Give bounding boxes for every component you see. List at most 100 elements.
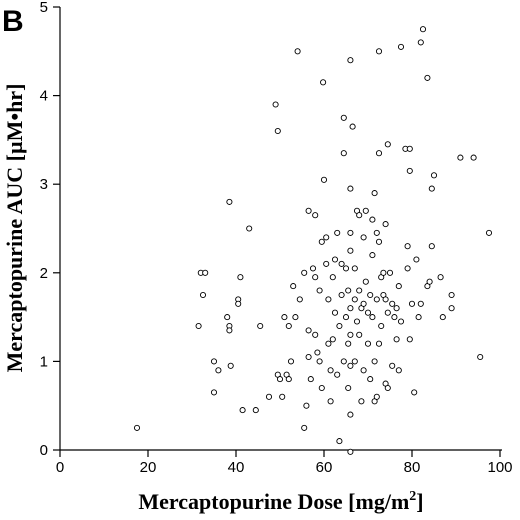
x-axis-title: Mercaptopurine Dose [mg/m2] (138, 489, 423, 514)
data-point (448, 305, 455, 312)
data-point (305, 353, 312, 361)
data-point (210, 389, 218, 396)
x-tick-label: 60 (316, 459, 333, 476)
x-tick-label: 40 (228, 459, 245, 476)
data-point (329, 336, 336, 343)
data-point (342, 314, 350, 321)
data-point (382, 296, 389, 303)
data-point (369, 216, 376, 223)
data-point (362, 278, 369, 285)
data-point (382, 221, 389, 228)
data-point (347, 362, 354, 369)
data-point (395, 367, 402, 374)
data-point (470, 154, 477, 161)
data-point (281, 314, 288, 321)
data-point (347, 305, 354, 312)
data-point (287, 358, 295, 365)
data-point (334, 229, 341, 236)
data-point (384, 384, 391, 392)
data-point (314, 349, 321, 356)
data-point (345, 287, 352, 294)
data-point (393, 336, 400, 343)
data-point (227, 362, 234, 369)
data-point (424, 74, 431, 81)
data-point (485, 229, 493, 236)
data-point (331, 256, 339, 263)
data-point (430, 172, 438, 179)
data-point (404, 265, 411, 272)
data-point (356, 287, 363, 294)
data-point (375, 150, 383, 157)
data-point (224, 314, 231, 321)
data-point (477, 353, 484, 361)
y-tick-label: 1 (40, 353, 48, 370)
data-point (195, 322, 202, 330)
data-point (448, 291, 455, 299)
data-point (349, 123, 356, 130)
data-point (301, 424, 308, 431)
x-tick-label: 80 (404, 459, 421, 476)
data-point (265, 393, 273, 400)
y-axis-ticks: 0 1 2 3 4 5 (40, 0, 60, 459)
data-point (413, 256, 420, 263)
x-axis-title-end: ] (416, 489, 423, 514)
data-point (384, 141, 391, 148)
data-point (307, 376, 314, 383)
data-point (439, 314, 446, 321)
y-tick-label: 2 (40, 265, 48, 282)
data-point (345, 384, 352, 392)
data-point (272, 101, 279, 108)
data-point (360, 300, 367, 307)
data-point (292, 314, 299, 321)
data-point (336, 322, 343, 330)
data-point (279, 393, 286, 400)
data-point (340, 114, 347, 121)
data-point (373, 393, 380, 400)
data-point (415, 314, 422, 321)
data-point (406, 167, 413, 174)
data-point (367, 291, 374, 299)
data-point (318, 238, 325, 245)
data-point (364, 340, 372, 347)
data-point (378, 322, 385, 330)
data-point (338, 291, 345, 299)
data-point (360, 234, 367, 241)
data-point (353, 318, 361, 325)
data-point (347, 411, 354, 418)
data-point (338, 260, 345, 267)
y-tick-label: 0 (40, 442, 48, 459)
data-point (351, 296, 358, 303)
data-point (316, 358, 323, 365)
data-point (301, 269, 308, 276)
data-point (393, 305, 400, 312)
x-axis-ticks: 0 20 40 60 80 100 (56, 450, 513, 476)
x-tick-label: 0 (56, 459, 64, 476)
data-point (325, 340, 332, 347)
data-point (312, 212, 319, 219)
data-point (373, 229, 380, 236)
data-point (199, 291, 207, 299)
data-point (215, 367, 222, 374)
data-point (320, 79, 327, 86)
data-point (397, 43, 405, 50)
data-point (345, 340, 352, 347)
y-tick-label: 4 (40, 88, 48, 105)
data-point (226, 198, 233, 205)
data-point (371, 358, 378, 365)
data-point (358, 398, 365, 405)
data-point (391, 314, 398, 321)
data-point (340, 358, 347, 365)
data-point (386, 269, 394, 276)
data-point (380, 269, 387, 276)
data-point (389, 362, 396, 369)
data-point (426, 278, 433, 285)
data-point (235, 300, 242, 307)
data-point (257, 322, 264, 330)
data-point (356, 212, 363, 219)
data-point (417, 300, 424, 307)
data-point (296, 296, 303, 303)
data-point (327, 367, 334, 374)
panel-label: B (2, 5, 24, 38)
data-point (347, 331, 354, 338)
data-point (276, 376, 284, 383)
